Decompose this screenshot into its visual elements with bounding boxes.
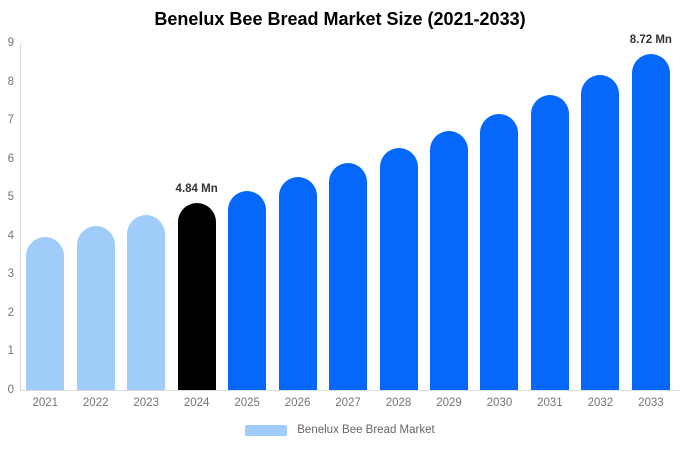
x-tick-label-2021: 2021: [32, 397, 59, 409]
bar-column-2033: 8.72 Mn: [626, 34, 676, 390]
x-tick-label-2023: 2023: [133, 397, 159, 409]
chart-title: Benelux Bee Bread Market Size (2021-2033…: [154, 9, 526, 29]
bar-2030[interactable]: [480, 113, 519, 390]
x-tick-label-2024: 2024: [183, 397, 210, 409]
x-tick-label-2025: 2025: [234, 397, 260, 409]
x-tick-label-2029: 2029: [436, 397, 462, 409]
x-tick-label-2032: 2032: [587, 397, 614, 409]
x-tick-label-2031: 2031: [537, 397, 563, 409]
bar-2029[interactable]: [429, 130, 468, 390]
bar-2027[interactable]: [329, 162, 368, 390]
bar-value-label-2024: 4.84 Mn: [175, 183, 218, 196]
bar-column-2022: [70, 43, 120, 390]
x-tick-label-2030: 2030: [486, 397, 513, 409]
legend-swatch: [245, 424, 288, 436]
y-tick-label: 0: [7, 384, 14, 396]
bar-column-2028: [373, 43, 423, 390]
x-tick-label-2022: 2022: [82, 397, 109, 409]
bar-column-2025: [222, 43, 272, 390]
bar-2023[interactable]: [127, 215, 166, 390]
bar-2022[interactable]: [76, 226, 115, 390]
bar-2024[interactable]: [177, 203, 216, 390]
y-tick-label: 3: [7, 268, 14, 281]
y-tick-label: 9: [7, 37, 14, 49]
legend-item[interactable]: Benelux Bee Bread Market: [245, 424, 435, 436]
y-tick-label: 1: [7, 345, 14, 358]
y-tick-label: 6: [7, 152, 14, 165]
y-tick-label: 8: [7, 75, 14, 88]
bar-column-2026: [272, 43, 322, 390]
bar-column-2031: [525, 43, 575, 390]
y-tick-label: 4: [7, 229, 14, 242]
bar-2025[interactable]: [228, 190, 267, 390]
y-tick-label: 2: [7, 306, 14, 319]
x-tick-label-2033: 2033: [638, 397, 664, 409]
y-axis-line: [20, 43, 676, 390]
plot-area: 4.84 Mn 8.72 Mn: [20, 34, 676, 390]
bar-column-2032: [575, 43, 625, 390]
legend-label: Benelux Bee Bread Market: [297, 424, 435, 436]
bar-value-label-2033: 8.72 Mn: [629, 33, 672, 46]
bar-column-2021: [20, 43, 70, 390]
x-tick-label-2026: 2026: [284, 397, 311, 409]
x-tick-label-2027: 2027: [335, 397, 361, 409]
bar-column-2023: [121, 43, 171, 390]
x-axis-tick-labels: 2021 2022 2023 2024 2025 2026 2027 2028 2029 2030…: [20, 397, 676, 409]
legend: Benelux Bee Bread Market: [0, 424, 680, 436]
bar-column-2024: 4.84 Mn: [171, 43, 221, 390]
bar-2032[interactable]: [581, 75, 620, 390]
bar-2028[interactable]: [379, 147, 418, 390]
bar-column-2027: [323, 43, 373, 390]
bar-2026[interactable]: [278, 177, 317, 390]
bar-column-2029: [424, 43, 474, 390]
x-tick-label-2028: 2028: [385, 397, 412, 409]
bar-2021[interactable]: [26, 236, 65, 390]
y-tick-label: 7: [7, 114, 14, 127]
bar-column-2030: [474, 43, 524, 390]
y-tick-label: 5: [7, 191, 14, 204]
x-axis-line: [20, 390, 680, 391]
bar-2031[interactable]: [530, 95, 569, 390]
bar-2033[interactable]: [631, 53, 670, 390]
